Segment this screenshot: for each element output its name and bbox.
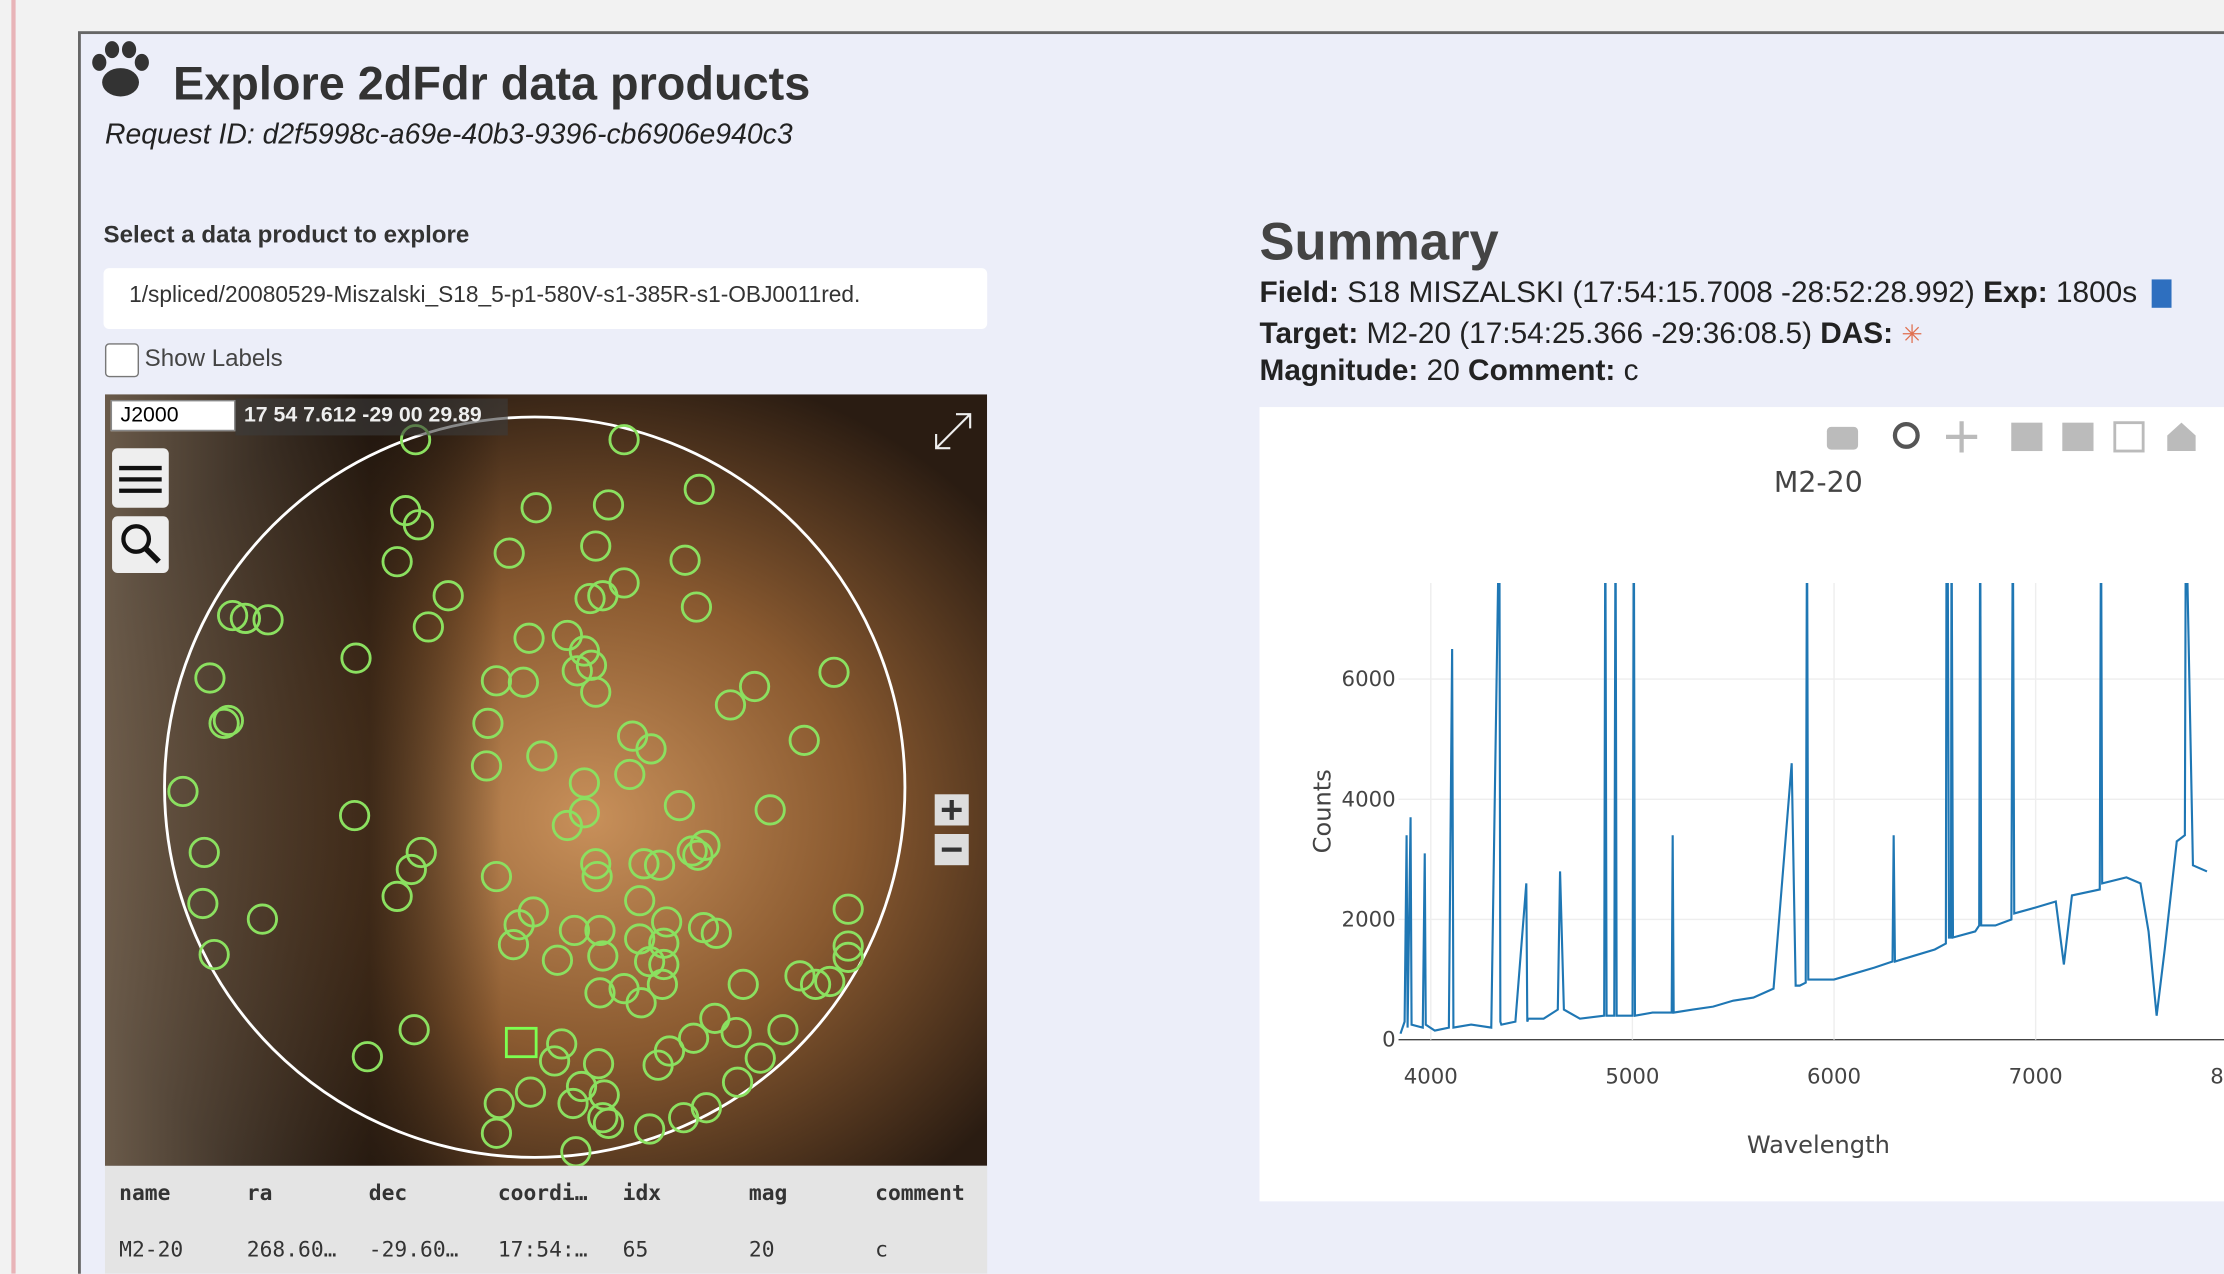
catalog-table: name ra dec coordi… idx mag comment M2-20 268.60… — [105, 1166, 987, 1274]
product-select[interactable]: 1/spliced/20080529-Miszalski_S18_5-p1-58… — [104, 268, 988, 329]
field-label: Field: — [1260, 277, 1339, 310]
table-header: coordi… — [498, 1180, 588, 1206]
x-tick-label: 8000 — [2210, 1065, 2224, 1090]
paw-icon — [88, 40, 153, 100]
sky-viewer[interactable] — [105, 394, 987, 1166]
sky-image — [105, 394, 987, 1166]
spectrum-plot: M2-20 Wavelength Counts 0 2000 4000 6000 4000 50… — [1260, 407, 2224, 1201]
table-header: name — [119, 1180, 170, 1206]
table-cell: -29.60… — [369, 1237, 459, 1263]
das-icon: ✳ — [1901, 321, 1922, 349]
table-header: dec — [369, 1180, 407, 1206]
field-label: Magnitude: — [1260, 355, 1419, 388]
summary-line: Field: S18 MISZALSKI (17:54:15.7008 -28:… — [1260, 277, 2171, 311]
request-id: Request ID: d2f5998c-a69e-40b3-9396-cb69… — [105, 119, 793, 152]
table-cell: c — [875, 1237, 888, 1263]
field-label: Target: — [1260, 318, 1359, 351]
side-bar — [11, 0, 15, 1274]
x-axis-title: Wavelength — [1747, 1131, 1890, 1159]
table-header: idx — [623, 1180, 661, 1206]
field-value: M2-20 (17:54:25.366 -29:36:08.5) — [1367, 318, 1812, 351]
table-cell: M2-20 — [119, 1237, 183, 1263]
page-title: Explore 2dFdr data products — [173, 57, 810, 111]
plot-card: M2-20 Wavelength Counts 0 2000 4000 6000 4000 50… — [1260, 407, 2224, 1201]
field-label: DAS: — [1820, 318, 1893, 351]
field-value: c — [1624, 355, 1639, 388]
modebar[interactable] — [1827, 421, 2196, 452]
field-label: Exp: — [1983, 277, 2048, 310]
table-header: ra — [247, 1180, 273, 1206]
select-label: Select a data product to explore — [104, 221, 470, 249]
screen: Explore 2dFdr data products Request ID: … — [0, 0, 2224, 1274]
table-header: comment — [875, 1180, 965, 1206]
frame-select[interactable]: J2000 — [111, 400, 236, 431]
summary-line: Target: M2-20 (17:54:25.366 -29:36:08.5)… — [1260, 318, 1923, 352]
field-label: Comment: — [1468, 355, 1615, 388]
summary-title: Summary — [1260, 213, 1499, 273]
spectrum-line — [1400, 499, 2206, 1034]
x-tick-label: 4000 — [1404, 1065, 1458, 1090]
cursor-coords: 17 54 7.612 -29 00 29.89 — [235, 399, 507, 436]
pdf-icon[interactable] — [2151, 280, 2171, 308]
show-labels-checkbox[interactable] — [105, 343, 139, 377]
table-cell: 20 — [749, 1237, 775, 1263]
y-axis-title: Counts — [1308, 769, 1336, 853]
field-value: 1800s — [2056, 277, 2137, 310]
plot-title: M2-20 — [1774, 466, 1863, 499]
y-tick-label: 0 — [1382, 1028, 1396, 1053]
table-cell: 65 — [623, 1237, 649, 1263]
table-cell: 17:54:… — [498, 1237, 588, 1263]
x-tick-label: 6000 — [1807, 1065, 1861, 1090]
field-value: S18 MISZALSKI (17:54:15.7008 -28:52:28.9… — [1347, 277, 1975, 310]
page: Explore 2dFdr data products Request ID: … — [0, 0, 2224, 1274]
y-tick-label: 2000 — [1342, 908, 1396, 933]
table-header: mag — [749, 1180, 787, 1206]
summary-line: Magnitude: 20 Comment: c — [1260, 355, 1639, 389]
field-value: 20 — [1427, 355, 1460, 388]
table-cell: 268.60… — [247, 1237, 337, 1263]
y-tick-label: 6000 — [1342, 667, 1396, 692]
y-tick-label: 4000 — [1342, 787, 1396, 812]
show-labels-label[interactable]: Show Labels — [145, 345, 283, 373]
x-tick-label: 5000 — [1605, 1065, 1659, 1090]
x-tick-label: 7000 — [2009, 1065, 2063, 1090]
